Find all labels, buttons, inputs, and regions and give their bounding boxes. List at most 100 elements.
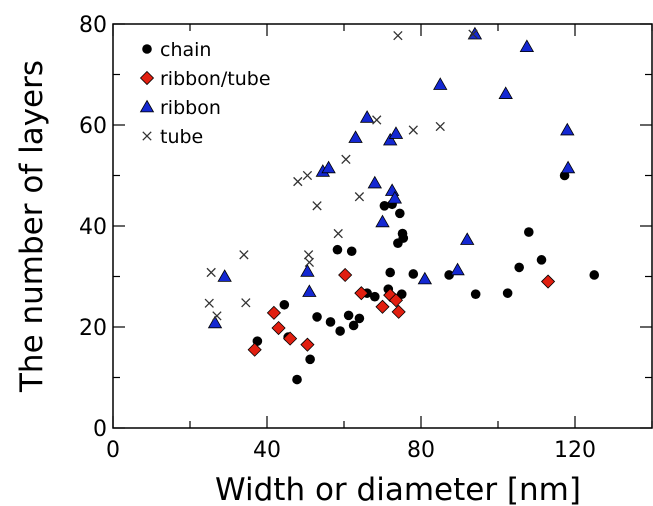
data-point-triangle [321, 160, 336, 174]
legend-marker-triangle [139, 99, 155, 113]
data-point-x [341, 154, 351, 164]
data-point-triangle [383, 132, 398, 146]
data-point-diamond [375, 299, 390, 314]
data-point-circle [370, 291, 380, 302]
data-point-triangle [519, 39, 535, 52]
data-point-circle [325, 317, 336, 327]
legend-marker-diamond [139, 70, 155, 86]
data-point-diamond [540, 274, 556, 289]
data-point-triangle [348, 130, 363, 143]
data-point-x [408, 125, 418, 135]
data-point-triangle [300, 264, 315, 277]
data-point-circle [385, 267, 396, 278]
data-point-x [293, 176, 303, 187]
data-point-circle [524, 227, 534, 237]
data-point-diamond [271, 320, 286, 336]
data-point-circle [536, 255, 547, 265]
legend-label: tube [160, 126, 203, 148]
data-point-diamond [391, 304, 406, 319]
data-point-x [435, 121, 445, 132]
data-point-x [312, 201, 322, 211]
y-tick-label: 60 [79, 114, 107, 139]
data-point-diamond [247, 342, 262, 357]
legend: chain ribbon/tube ribbon tube [139, 39, 271, 148]
y-tick-label: 0 [93, 417, 107, 442]
series-ribbon-tube [247, 267, 556, 357]
data-point-x [333, 228, 343, 239]
data-point-diamond [338, 267, 353, 283]
data-point-circle [395, 208, 405, 219]
y-tick-label: 80 [79, 13, 107, 38]
y-tick-label: 40 [79, 215, 107, 240]
data-point-circle [589, 270, 600, 280]
data-point-circle [470, 289, 481, 299]
data-point-diamond [388, 293, 404, 308]
y-tick-label: 20 [79, 316, 107, 341]
data-point-x [239, 250, 249, 260]
data-point-triangle [217, 269, 232, 282]
x-tick-label: 40 [253, 438, 281, 463]
data-points [204, 26, 600, 385]
data-point-triangle [433, 77, 448, 90]
data-point-x [206, 267, 216, 278]
x-tick-label: 120 [554, 438, 596, 463]
axis-ticks [112, 23, 653, 429]
data-point-circle [408, 269, 419, 279]
data-point-triangle [375, 214, 390, 228]
data-point-diamond [266, 305, 281, 320]
data-point-x [303, 250, 314, 260]
data-point-circle [305, 354, 315, 365]
data-point-circle [346, 246, 357, 257]
data-point-x [212, 311, 222, 321]
data-point-x [372, 115, 382, 125]
legend-marker-circle [142, 44, 152, 54]
data-point-circle [502, 288, 513, 298]
data-point-circle [343, 310, 354, 321]
data-point-triangle [367, 175, 382, 189]
data-point-triangle [417, 271, 433, 285]
data-point-circle [335, 326, 345, 336]
data-point-triangle [388, 126, 404, 139]
axis-tick-labels: 0 40 80 120 0 20 40 60 80 [79, 13, 596, 463]
data-point-triangle [387, 190, 403, 204]
data-point-triangle [207, 315, 223, 329]
data-point-x [393, 30, 403, 41]
data-point-triangle [450, 262, 465, 276]
data-point-circle [354, 313, 365, 324]
data-point-x [304, 257, 315, 268]
data-point-circle [279, 299, 290, 310]
data-point-circle [379, 201, 390, 211]
legend-label: chain [160, 39, 211, 61]
data-point-circle [348, 320, 359, 331]
data-point-triangle [460, 232, 475, 245]
y-axis-title: The number of layers [14, 60, 50, 393]
data-point-circle [398, 233, 409, 243]
x-axis-title: Width or diameter [nm] [215, 472, 581, 506]
legend-marker-x [142, 131, 152, 141]
data-point-x [204, 298, 214, 308]
data-point-diamond [300, 337, 315, 352]
data-point-x [241, 298, 251, 308]
data-point-circle [444, 270, 454, 280]
legend-label: ribbon [160, 97, 221, 119]
series-tube [204, 29, 478, 321]
data-point-triangle [359, 110, 375, 123]
data-point-circle [292, 374, 302, 385]
data-point-circle [312, 312, 322, 322]
legend-label: ribbon/tube [160, 68, 271, 90]
data-point-diamond [354, 286, 369, 301]
data-point-circle [514, 262, 524, 273]
series-ribbon [207, 26, 576, 329]
data-point-triangle [498, 86, 513, 99]
data-point-x [302, 170, 313, 181]
data-point-triangle [302, 284, 317, 297]
data-point-triangle [384, 183, 400, 196]
x-tick-label: 80 [407, 438, 435, 463]
data-point-x [354, 192, 365, 202]
data-point-diamond [283, 331, 298, 346]
x-tick-label: 0 [106, 438, 120, 463]
data-point-triangle [560, 122, 575, 136]
data-point-triangle [560, 160, 576, 174]
data-point-x [468, 29, 478, 39]
